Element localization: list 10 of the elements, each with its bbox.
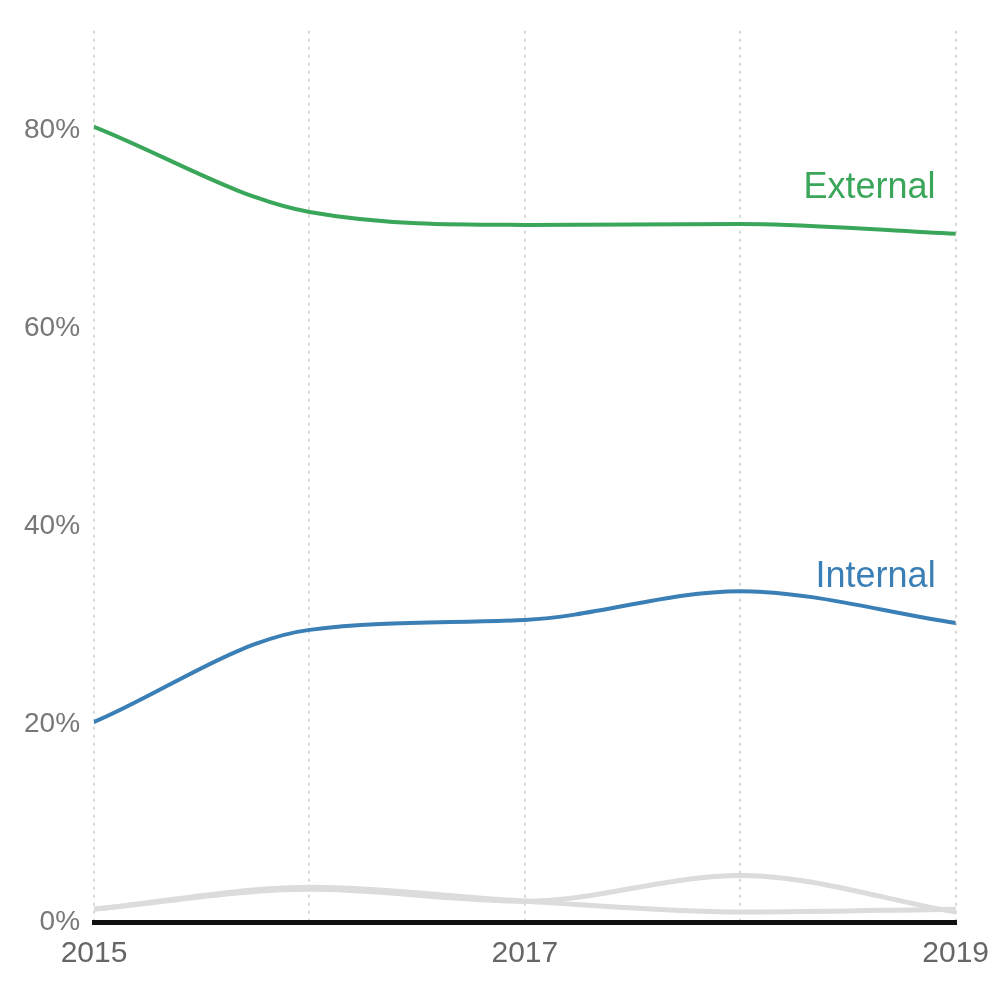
- x-tick-label: 2017: [491, 935, 559, 969]
- y-tick-label: 60%: [23, 310, 81, 342]
- y-tick-label: 40%: [23, 508, 81, 540]
- x-tick-label: 2015: [60, 935, 128, 969]
- y-tick-label: 20%: [23, 706, 81, 738]
- y-tick-label: 0%: [39, 904, 81, 936]
- series-label: Internal: [815, 553, 936, 595]
- series-label: External: [803, 164, 936, 206]
- x-tick-label: 2019: [922, 935, 990, 969]
- y-tick-label: 80%: [23, 112, 81, 144]
